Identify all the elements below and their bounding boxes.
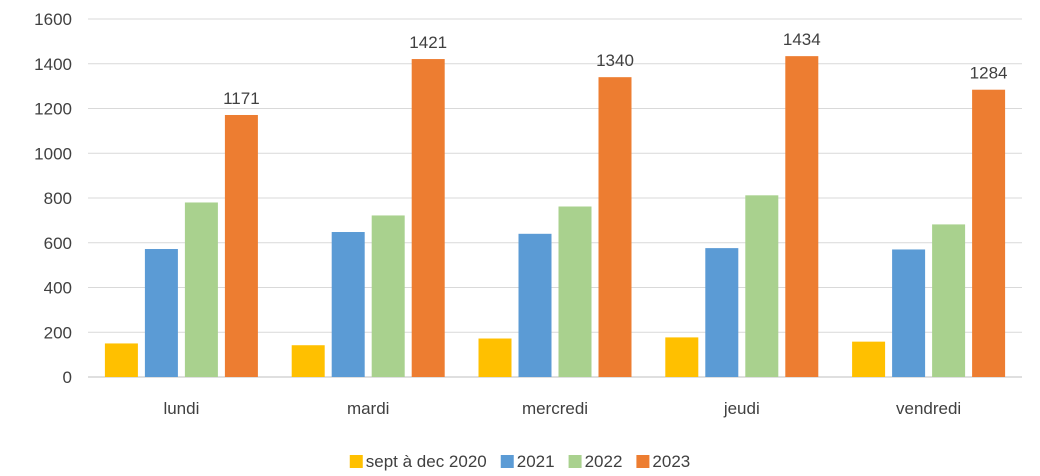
- legend-label: 2022: [585, 452, 623, 471]
- x-category-label: vendredi: [896, 399, 961, 418]
- y-tick-label: 1400: [34, 55, 72, 74]
- bar-lundi-series-3: [224, 114, 258, 378]
- bar-mercredi-series-2: [558, 206, 592, 377]
- y-tick-label: 600: [44, 234, 72, 253]
- y-tick-label: 1600: [34, 10, 72, 29]
- bar-mardi-series-2: [371, 215, 405, 377]
- data-label: 1434: [783, 30, 821, 49]
- legend-label: 2023: [652, 452, 690, 471]
- legend-item: 2022: [568, 452, 623, 471]
- bar-lundi-series-2: [184, 202, 218, 377]
- y-tick-label: 0: [63, 368, 72, 387]
- legend: sept à dec 2020 2021 2022 2023: [349, 452, 690, 471]
- data-label: 1421: [409, 33, 447, 52]
- bar-lundi-series-0: [104, 343, 138, 377]
- legend-item: 2023: [636, 452, 690, 471]
- bar-jeudi-series-2: [745, 195, 779, 377]
- bar-mardi-series-1: [331, 232, 365, 377]
- y-tick-label: 800: [44, 189, 72, 208]
- legend-label: 2021: [517, 452, 555, 471]
- y-axis-ticks: 0 200 400 600 800 1000 1200 1400 1600: [34, 10, 72, 387]
- data-label: 1171: [223, 89, 260, 108]
- data-labels: 1171 1421 1340 1434 1284: [223, 30, 1007, 108]
- x-category-label: mardi: [347, 399, 390, 418]
- bar-mardi-series-0: [291, 345, 325, 377]
- bars: [104, 56, 1006, 378]
- data-label: 1284: [970, 64, 1008, 83]
- bar-jeudi-series-3: [785, 56, 819, 378]
- bar-mercredi-series-1: [518, 233, 552, 377]
- x-axis-categories: lundi mardi mercredi jeudi vendredi: [163, 399, 961, 418]
- legend-swatch: [500, 455, 514, 468]
- bar-mardi-series-3: [411, 59, 445, 378]
- y-tick-label: 200: [44, 323, 72, 342]
- bar-lundi-series-1: [144, 249, 178, 377]
- legend-item: 2021: [500, 452, 555, 471]
- bar-vendredi-series-1: [892, 249, 926, 377]
- bar-jeudi-series-1: [705, 248, 739, 377]
- bar-mercredi-series-3: [598, 77, 632, 378]
- bar-vendredi-series-2: [932, 224, 966, 377]
- y-tick-label: 1200: [34, 100, 72, 119]
- legend-label: sept à dec 2020: [366, 452, 487, 471]
- y-tick-label: 400: [44, 279, 72, 298]
- data-label: 1340: [596, 51, 634, 70]
- x-category-label: mercredi: [522, 399, 588, 418]
- legend-item: sept à dec 2020: [349, 452, 487, 471]
- legend-swatch: [636, 455, 650, 468]
- bar-vendredi-series-0: [852, 341, 886, 377]
- legend-swatch: [568, 455, 582, 468]
- legend-swatch: [349, 455, 363, 468]
- bar-mercredi-series-0: [478, 338, 512, 377]
- x-category-label: lundi: [163, 399, 199, 418]
- x-category-label: jeudi: [723, 399, 760, 418]
- bar-jeudi-series-0: [665, 337, 699, 377]
- bar-vendredi-series-3: [972, 89, 1006, 377]
- y-tick-label: 1000: [34, 144, 72, 163]
